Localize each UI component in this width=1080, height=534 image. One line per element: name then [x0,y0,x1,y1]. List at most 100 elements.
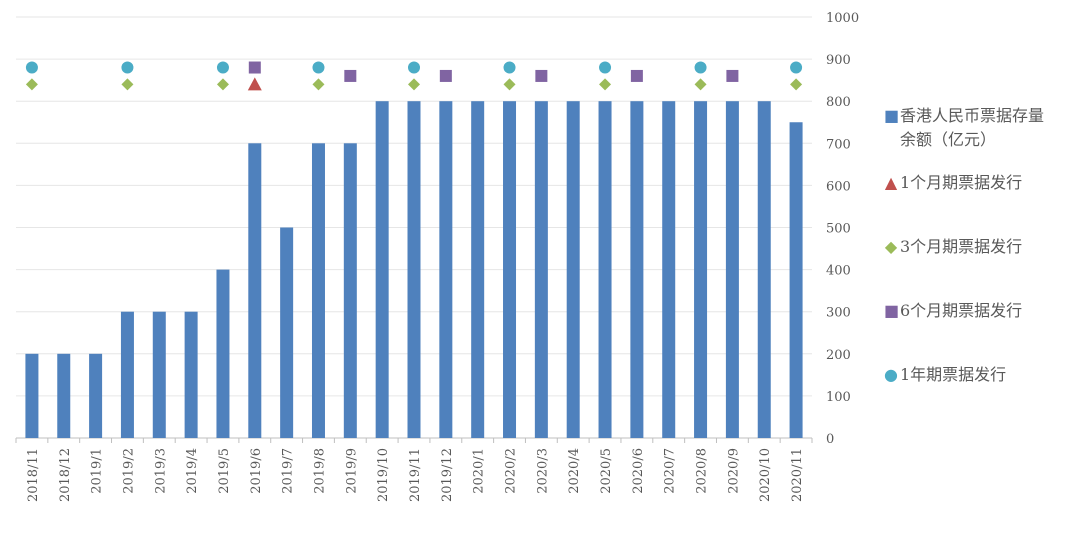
bar-2019/9 [343,143,357,439]
bar-2020/2 [503,101,517,438]
marker-square-2020/6 [630,69,643,82]
y-tick-label-700: 700 [826,137,851,152]
bar-2020/9 [725,101,739,438]
marker-square-2019/12 [439,69,452,82]
x-tick-label-2020/3: 2020/3 [535,448,550,494]
marker-diamond-2019/8 [312,78,325,91]
marker-circle-2018/11 [25,61,38,74]
y-tick-label-800: 800 [826,95,851,110]
bar-2019/10 [375,101,389,438]
bar-2020/3 [534,101,548,438]
bar-2020/8 [694,101,708,438]
marker-diamond-2020/5 [599,78,612,91]
x-tick-label-2019/5: 2019/5 [217,448,232,494]
x-tick-label-2019/11: 2019/11 [408,448,423,502]
bar-2020/7 [662,101,676,438]
legend-label-3m: 3个月期票据发行 [900,237,1023,256]
marker-diamond-2020/2 [503,78,516,91]
legend-item-3m: ◆ 3个月期票据发行 [884,235,1022,259]
x-tick-label-2020/9: 2020/9 [726,448,741,494]
x-tick-label-2020/11: 2020/11 [790,448,805,502]
marker-triangle-2019/6 [247,77,262,91]
bar-2020/6 [630,101,644,438]
x-tick-label-2019/7: 2019/7 [281,448,296,494]
marker-circle-2019/8 [312,61,325,74]
y-tick-label-400: 400 [826,264,851,279]
marker-circle-2020/8 [694,61,707,74]
bar-2019/2 [120,311,134,438]
marker-circle-2020/2 [503,61,516,74]
bar-2020/1 [471,101,485,438]
marker-diamond-2019/5 [216,78,229,91]
legend-label-stock: 香港人民币票据存量 [900,106,1045,125]
legend-symbol-3m: ◆ [884,237,898,256]
bar-2020/11 [789,122,803,438]
x-tick-label-2019/2: 2019/2 [121,448,136,494]
y-tick-label-0: 0 [826,432,834,447]
bar-2020/5 [598,101,612,438]
legend-symbol-1m: ▲ [884,173,898,192]
bar-2020/10 [757,101,771,438]
x-tick-label-2018/12: 2018/12 [58,448,73,502]
y-tick-label-500: 500 [826,222,851,237]
bar-2019/6 [248,143,262,439]
marker-square-2019/9 [344,69,357,82]
x-tick-label-2018/11: 2018/11 [26,448,41,502]
marker-square-2020/3 [535,69,548,82]
legend-label-1m: 1个月期票据发行 [900,173,1023,192]
x-tick-label-2019/3: 2019/3 [153,448,168,494]
x-tick-label-2019/12: 2019/12 [440,448,455,502]
x-tick-label-2020/10: 2020/10 [758,448,773,502]
y-tick-label-900: 900 [826,53,851,68]
legend-label-1y: 1年期票据发行 [900,365,1007,384]
x-tick-label-2020/5: 2020/5 [599,448,614,494]
x-tick-label-2019/4: 2019/4 [185,448,200,494]
legend-item-6m: ■6个月期票据发行 [884,299,1022,323]
x-tick-label-2020/1: 2020/1 [472,448,487,494]
x-tick-label-2019/1: 2019/1 [90,448,105,494]
marker-square-2020/9 [726,69,739,82]
x-tick-label-2019/9: 2019/9 [344,448,359,494]
marker-diamond-2019/2 [121,78,134,91]
bar-2020/4 [566,101,580,438]
bar-2019/1 [89,353,103,438]
y-tick-label-1000: 1000 [826,11,859,26]
x-tick-label-2020/6: 2020/6 [631,448,646,494]
bar-2019/8 [311,143,325,439]
bar-2019/4 [184,311,198,438]
bar-2019/3 [152,311,166,438]
marker-circle-2020/5 [599,61,612,74]
legend-label-stock-2: 余额（亿元） [900,130,997,149]
x-tick-label-2020/2: 2020/2 [504,448,519,494]
marker-diamond-2018/11 [25,78,38,91]
x-tick-label-2019/8: 2019/8 [312,448,327,494]
x-tick-label-2020/7: 2020/7 [663,448,678,494]
legend-item-1m: ▲ 1个月期票据发行 [884,171,1022,195]
x-tick-label-2020/4: 2020/4 [567,448,582,494]
legend-item-1y: ● 1年期票据发行 [884,363,1006,387]
bar-2019/5 [216,269,230,438]
x-tick-label-2020/8: 2020/8 [695,448,710,494]
legend-label-6m: 6个月期票据发行 [900,301,1023,320]
marker-circle-2019/11 [408,61,420,74]
x-tick-label-2019/6: 2019/6 [249,448,264,494]
marker-circle-2019/2 [121,61,134,74]
marker-diamond-2020/8 [694,78,707,91]
x-tick-label-2019/10: 2019/10 [376,448,391,502]
legend-item-stock: ■香港人民币票据存量 余额（亿元） [884,104,1044,152]
marker-circle-2020/11 [790,61,803,74]
marker-circle-2019/5 [216,61,229,74]
bar-2018/11 [25,353,39,438]
legend-symbol-1y: ● [884,365,898,384]
bar-2018/12 [57,353,71,438]
marker-diamond-2020/11 [790,78,803,91]
bar-2019/11 [407,101,421,438]
marker-diamond-2019/11 [408,78,420,91]
bar-2019/12 [439,101,453,438]
marker-square-2019/6 [248,61,261,74]
bar-2019/7 [280,227,294,438]
legend-symbol-6m: ■ [884,301,900,320]
legend-symbol-stock: ■ [884,106,900,125]
y-tick-label-300: 300 [826,306,851,321]
